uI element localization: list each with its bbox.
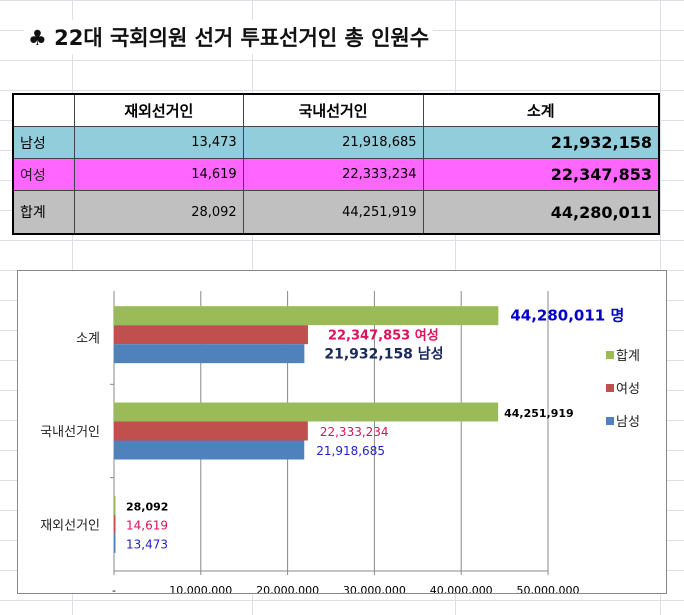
table-header-row: 재외선거인 국내선거인 소계 (12, 93, 660, 127)
cell[interactable]: 21,932,158 (422, 126, 660, 159)
legend-label: 여성 (616, 382, 640, 397)
data-label: 13,473 (126, 537, 168, 551)
data-label: 21,932,158 남성 (324, 346, 443, 363)
x-tick-label: 30,000,000 (343, 584, 406, 593)
bar-여성 (114, 421, 308, 441)
legend-swatch (606, 384, 614, 392)
legend-swatch (606, 351, 614, 359)
header-cell[interactable]: 재외선거인 (74, 93, 244, 127)
table-row: 합계 28,092 44,251,919 44,280,011 (12, 190, 660, 235)
x-tick-label: - (112, 584, 116, 593)
cell[interactable]: 44,251,919 (242, 190, 424, 235)
bar-합계 (114, 306, 499, 326)
bar-남성 (114, 440, 305, 460)
header-cell[interactable] (12, 93, 75, 127)
table-row: 여성 14,619 22,333,234 22,347,853 (12, 158, 660, 191)
header-cell[interactable]: 국내선거인 (242, 93, 424, 127)
sheet-title: ♣ 22대 국회의원 선거 투표선거인 총 인원수 (24, 20, 434, 54)
cell[interactable]: 28,092 (74, 190, 244, 235)
cell[interactable]: 22,347,853 (422, 158, 660, 191)
x-tick-label: 50,000,000 (517, 584, 580, 593)
data-label: 28,092 (126, 500, 168, 513)
data-label: 44,251,919 (504, 407, 574, 420)
data-table: 재외선거인 국내선거인 소계 남성 13,473 21,918,685 21,9… (12, 93, 660, 235)
bar-여성 (114, 514, 116, 534)
data-label: 21,918,685 (316, 444, 385, 458)
cell[interactable]: 22,333,234 (242, 158, 424, 191)
y-category-label: 국내선거인 (40, 425, 100, 440)
legend-swatch (606, 417, 614, 425)
data-label: 22,347,853 여성 (328, 328, 439, 344)
bar-합계 (114, 495, 116, 515)
bar-남성 (114, 533, 116, 553)
data-label: 44,280,011 명 (510, 307, 624, 325)
chart-svg: - 10,000,000 20,000,000 30,000,000 40,000,00… (40, 291, 640, 597)
cell[interactable]: 14,619 (74, 158, 244, 191)
data-label: 22,333,234 (320, 425, 389, 439)
table-row: 남성 13,473 21,918,685 21,932,158 (12, 126, 660, 159)
data-label: 14,619 (126, 518, 168, 532)
bar-여성 (114, 325, 308, 345)
cell[interactable]: 13,473 (74, 126, 244, 159)
x-tick-label: 40,000,000 (430, 584, 493, 593)
bar-남성 (114, 344, 305, 364)
y-category-label: 재외선거인 (40, 518, 100, 533)
legend-label: 남성 (616, 415, 640, 430)
row-label[interactable]: 합계 (12, 190, 75, 235)
x-tick-label: 20,000,000 (256, 584, 319, 593)
header-cell[interactable]: 소계 (422, 93, 660, 127)
x-tick-label: 10,000,000 (169, 584, 232, 593)
row-label[interactable]: 여성 (12, 158, 75, 191)
bar-합계 (114, 402, 499, 422)
legend-label: 합계 (616, 349, 640, 364)
row-label[interactable]: 남성 (12, 126, 75, 159)
y-category-label: 소계 (76, 332, 100, 347)
cell[interactable]: 44,280,011 (422, 190, 660, 235)
cell[interactable]: 21,918,685 (242, 126, 424, 159)
bar-chart[interactable]: - 10,000,000 20,000,000 30,000,000 40,000,00… (17, 270, 667, 597)
